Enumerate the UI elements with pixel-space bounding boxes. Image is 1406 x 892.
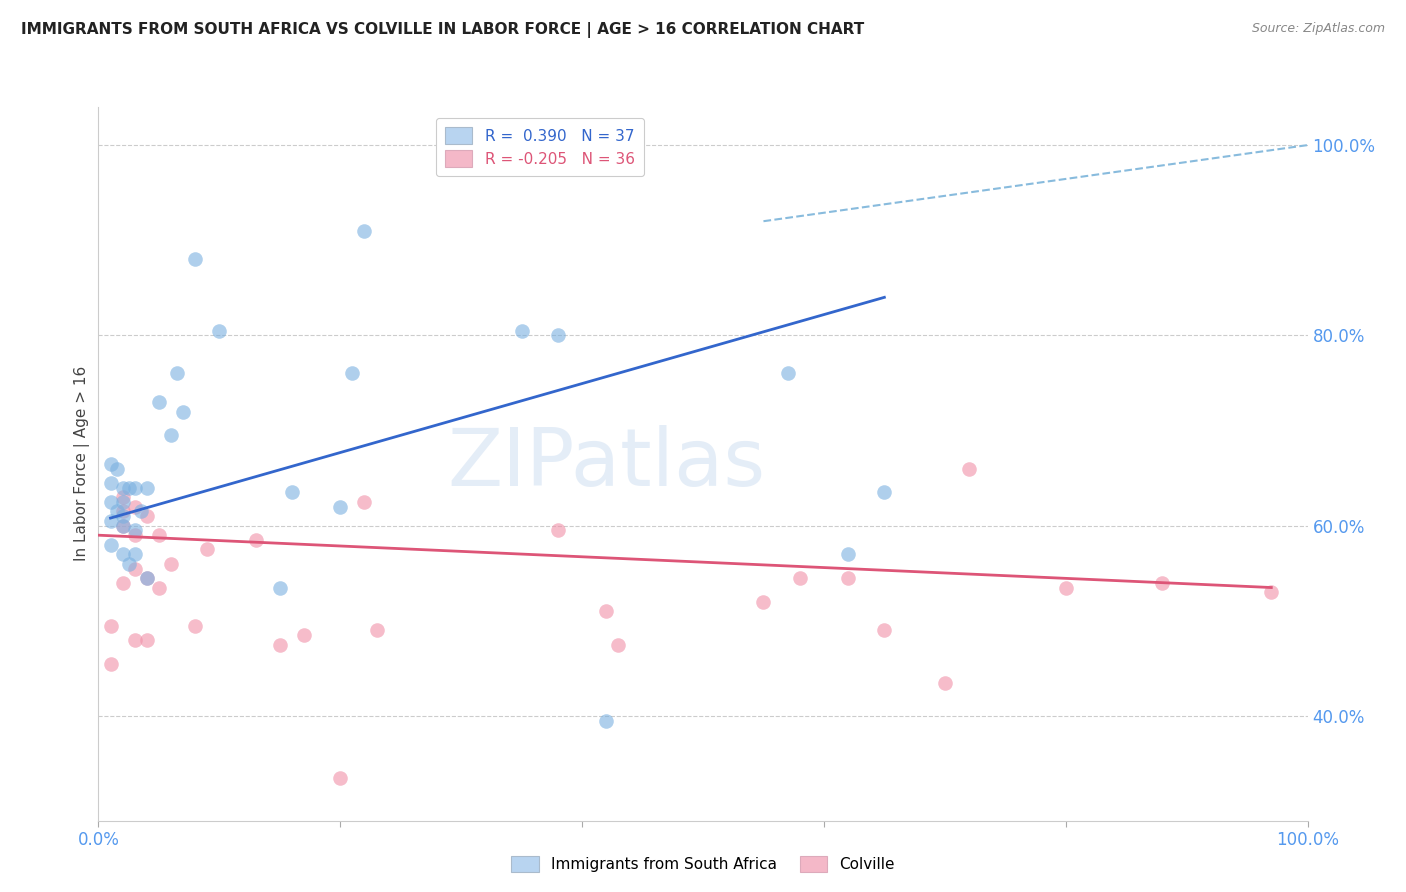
Point [135, 509, 157, 524]
Point [269, 638, 291, 652]
Point [111, 495, 134, 509]
Point [547, 328, 569, 343]
Point [148, 395, 170, 409]
Point [353, 224, 375, 238]
Point [1152, 575, 1174, 590]
Point [160, 557, 183, 571]
Point [1054, 581, 1077, 595]
Point [111, 518, 134, 533]
Point [100, 457, 122, 471]
Point [124, 481, 146, 495]
Point [934, 675, 956, 690]
Point [135, 632, 157, 647]
Point [366, 624, 388, 638]
Point [124, 500, 146, 514]
Point [111, 481, 134, 495]
Point [172, 404, 194, 418]
Legend: R =  0.390   N = 37, R = -0.205   N = 36: R = 0.390 N = 37, R = -0.205 N = 36 [436, 119, 644, 176]
Point [184, 618, 207, 632]
Point [873, 485, 896, 500]
Point [124, 524, 146, 538]
Point [342, 367, 364, 381]
Point [607, 638, 630, 652]
Point [292, 628, 315, 642]
Point [837, 547, 859, 561]
Text: ZIPatlas: ZIPatlas [447, 425, 765, 503]
Point [329, 500, 352, 514]
Point [510, 324, 533, 338]
Point [595, 604, 617, 618]
Point [100, 538, 122, 552]
Point [837, 571, 859, 585]
Point [100, 657, 122, 671]
Point [124, 528, 146, 542]
Point [124, 561, 146, 575]
Point [111, 509, 134, 524]
Point [111, 490, 134, 504]
Point [160, 428, 183, 442]
Point [208, 324, 231, 338]
Point [100, 475, 122, 490]
Point [547, 524, 569, 538]
Point [166, 367, 188, 381]
Point [148, 528, 170, 542]
Point [124, 632, 146, 647]
Point [105, 461, 128, 475]
Point [135, 481, 157, 495]
Point [269, 581, 291, 595]
Point [184, 252, 207, 267]
Point [111, 518, 134, 533]
Point [135, 571, 157, 585]
Point [595, 714, 617, 728]
Point [111, 575, 134, 590]
Point [135, 571, 157, 585]
Point [957, 461, 980, 475]
Text: IMMIGRANTS FROM SOUTH AFRICA VS COLVILLE IN LABOR FORCE | AGE > 16 CORRELATION C: IMMIGRANTS FROM SOUTH AFRICA VS COLVILLE… [21, 22, 865, 38]
Point [789, 571, 811, 585]
Point [148, 581, 170, 595]
Point [118, 557, 141, 571]
Point [105, 504, 128, 518]
Point [100, 495, 122, 509]
Point [776, 367, 799, 381]
Point [118, 481, 141, 495]
Point [124, 547, 146, 561]
Text: Source: ZipAtlas.com: Source: ZipAtlas.com [1251, 22, 1385, 36]
Point [195, 542, 218, 557]
Point [1260, 585, 1282, 599]
Point [111, 504, 134, 518]
Point [100, 514, 122, 528]
Point [752, 595, 775, 609]
Point [129, 504, 152, 518]
Point [100, 618, 122, 632]
Point [873, 624, 896, 638]
Point [111, 547, 134, 561]
Point [281, 485, 304, 500]
Point [245, 533, 267, 547]
Y-axis label: In Labor Force | Age > 16: In Labor Force | Age > 16 [75, 367, 90, 561]
Point [329, 771, 352, 785]
Point [353, 495, 375, 509]
Legend: Immigrants from South Africa, Colville: Immigrants from South Africa, Colville [503, 848, 903, 880]
